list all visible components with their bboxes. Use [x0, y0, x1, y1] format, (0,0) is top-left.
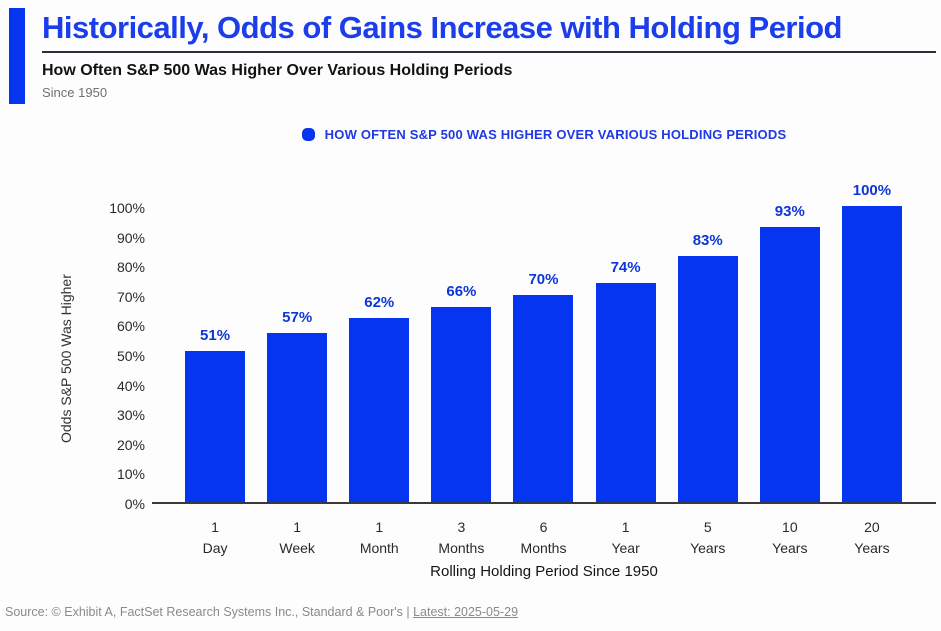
legend-marker-icon: [301, 127, 315, 141]
bar: [349, 318, 410, 502]
bar-value-label: 51%: [200, 327, 231, 345]
y-tick-label: 60%: [116, 318, 145, 335]
bar: [185, 351, 246, 502]
x-axis-ticks: 1 Day 1 Week 1 Month 3 Months 6 Months 1 Year 5 Years…: [152, 510, 936, 559]
chart-tagline: Since 1950: [42, 85, 108, 100]
bar-slot: 70%: [502, 208, 584, 502]
y-tick-label: 30%: [116, 407, 145, 424]
bar-value-label: 100%: [852, 182, 892, 199]
bar-value-label: 74%: [610, 258, 641, 276]
bar-slot: 74%: [585, 208, 667, 502]
y-tick-label: 20%: [116, 436, 145, 453]
bar-value-label: 70%: [528, 270, 559, 288]
bar: [513, 294, 574, 502]
bar-value-label: 83%: [692, 232, 723, 250]
page-title: Historically, Odds of Gains Increase wit…: [42, 10, 842, 45]
y-tick-label: 70%: [116, 288, 145, 305]
y-tick-label: 10%: [116, 466, 145, 483]
y-tick-label: 50%: [116, 348, 145, 364]
bar-slot: 83%: [667, 208, 749, 502]
bar-slot: 100%: [831, 182, 913, 502]
bar-slot: 62%: [338, 208, 420, 502]
x-tick-label: 3 Months: [438, 519, 485, 556]
x-tick-label: 1 Day: [202, 519, 228, 556]
bar: [431, 306, 492, 502]
bar-value-label: 57%: [282, 309, 313, 327]
bar: [759, 226, 820, 502]
bar: [267, 333, 328, 502]
latest-link[interactable]: Latest: 2025-05-29: [413, 605, 519, 619]
source-text: Source: © Exhibit A, FactSet Research Sy…: [5, 605, 414, 619]
x-tick-label: 1 Year: [611, 519, 640, 556]
chart-subtitle: How Often S&P 500 Was Higher Over Variou…: [42, 62, 513, 79]
x-axis-title: Rolling Holding Period Since 1950: [430, 563, 658, 580]
legend: HOW OFTEN S&P 500 WAS HIGHER OVER VARIOU…: [152, 126, 936, 142]
x-tick-label: 6 Months: [520, 519, 567, 556]
title-divider: [42, 51, 936, 53]
bar-slot: 66%: [420, 208, 502, 502]
bar-slot: 93%: [749, 203, 831, 502]
x-tick-label: 1 Week: [279, 519, 315, 556]
accent-bar: [9, 8, 25, 104]
y-tick-label: 90%: [116, 229, 145, 246]
y-tick-label: 40%: [116, 377, 145, 394]
legend-label: HOW OFTEN S&P 500 WAS HIGHER OVER VARIOU…: [324, 126, 787, 142]
x-tick-label: 5 Years: [690, 519, 726, 556]
x-tick-label: 10 Years: [772, 519, 808, 556]
y-tick-label: 100%: [109, 200, 145, 216]
bar-slot: 51%: [174, 208, 256, 502]
bar-value-label: 66%: [446, 282, 477, 300]
bar: [841, 206, 902, 502]
bar-value-label: 93%: [774, 202, 805, 220]
y-tick-label: 0%: [124, 496, 145, 512]
bar: [677, 256, 738, 502]
x-tick-label: 1 Month: [359, 519, 399, 556]
y-axis-ticks: 0% 10% 20% 30% 40% 50% 60% 70% 80% 90% 100%: [55, 200, 145, 512]
x-tick-label: 20 Years: [854, 519, 890, 556]
bar-chart-plot-area: 51% 57% 62% 66% 70% 74% 83% 93% 100%: [152, 182, 936, 504]
bar: [595, 282, 656, 502]
source-note: Source: © Exhibit A, FactSet Research Sy…: [5, 604, 935, 620]
bar-value-label: 62%: [364, 294, 395, 312]
bar-slot: 57%: [256, 208, 338, 502]
y-tick-label: 80%: [116, 259, 145, 276]
